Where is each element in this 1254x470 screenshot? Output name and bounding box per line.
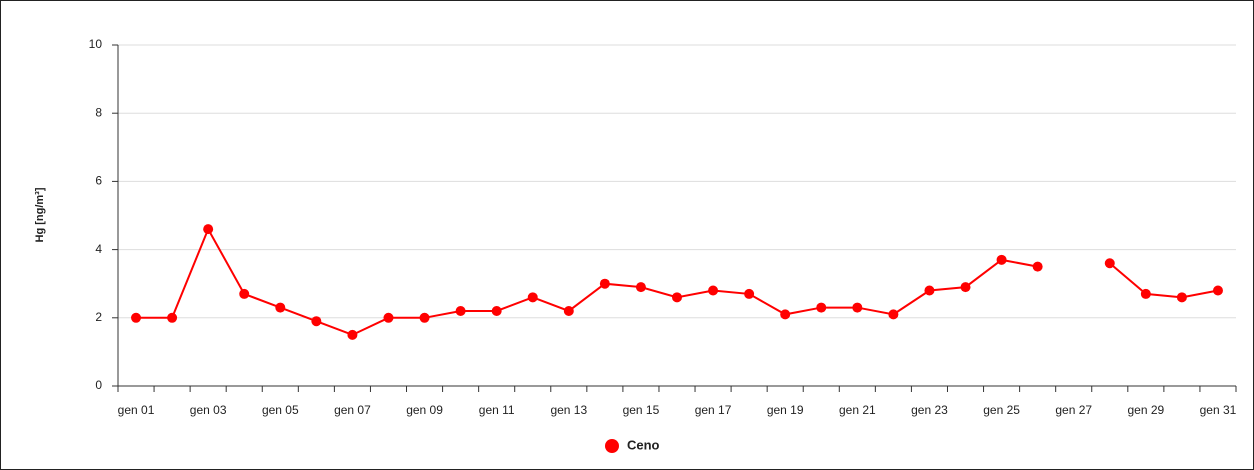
x-tick-label: gen 05 <box>262 403 299 417</box>
x-tick-label: gen 17 <box>695 403 732 417</box>
point <box>419 312 430 323</box>
line <box>136 226 1219 336</box>
x-tick-label: gen 11 <box>479 403 515 417</box>
x-tick-label: gen 09 <box>406 403 443 417</box>
y-tick-label: 10 <box>89 37 103 51</box>
point <box>996 254 1007 265</box>
y-axis-label: Hg [ng/m³] <box>34 187 46 242</box>
x-tick-label: gen 31 <box>1200 403 1237 417</box>
x-tick-label: gen 01 <box>118 403 155 417</box>
point <box>239 288 250 299</box>
x-tick-label: gen 03 <box>190 403 227 417</box>
x-tick-label: gen 23 <box>911 403 948 417</box>
point <box>1104 258 1115 269</box>
y-tick-label: 4 <box>95 242 102 256</box>
point <box>167 312 178 323</box>
point <box>924 285 935 296</box>
x-tick-label: gen 15 <box>623 403 660 417</box>
point <box>708 285 719 296</box>
x-tick-label: gen 07 <box>334 403 371 417</box>
y-tick-label: 2 <box>95 310 102 324</box>
point <box>455 305 466 316</box>
point <box>275 302 286 313</box>
point <box>203 224 214 235</box>
x-tick-label: gen 25 <box>983 403 1020 417</box>
x-tick-label: gen 21 <box>839 403 876 417</box>
x-tick-label: gen 29 <box>1127 403 1164 417</box>
y-tick-label: 0 <box>95 378 102 392</box>
point <box>311 316 322 327</box>
point <box>816 302 827 313</box>
y-tick-label: 6 <box>95 174 102 188</box>
point <box>131 312 142 323</box>
point <box>347 329 358 340</box>
legend-marker <box>605 439 619 453</box>
point <box>1212 285 1223 296</box>
point <box>491 305 502 316</box>
point <box>888 309 899 320</box>
x-tick-label: gen 13 <box>550 403 587 417</box>
x-tick-label: gen 27 <box>1055 403 1092 417</box>
point <box>383 312 394 323</box>
point <box>672 292 682 303</box>
point <box>960 282 971 293</box>
point <box>563 305 574 316</box>
y-tick-label: 8 <box>95 105 102 119</box>
point <box>635 282 646 293</box>
point <box>852 302 863 313</box>
legend-label: Ceno <box>627 437 660 452</box>
point <box>1176 292 1187 303</box>
point <box>1032 261 1043 272</box>
x-tick-label: gen 19 <box>767 403 804 417</box>
point <box>744 288 755 299</box>
point <box>780 309 791 320</box>
point <box>1140 288 1151 299</box>
point <box>599 278 610 289</box>
point <box>527 292 538 303</box>
